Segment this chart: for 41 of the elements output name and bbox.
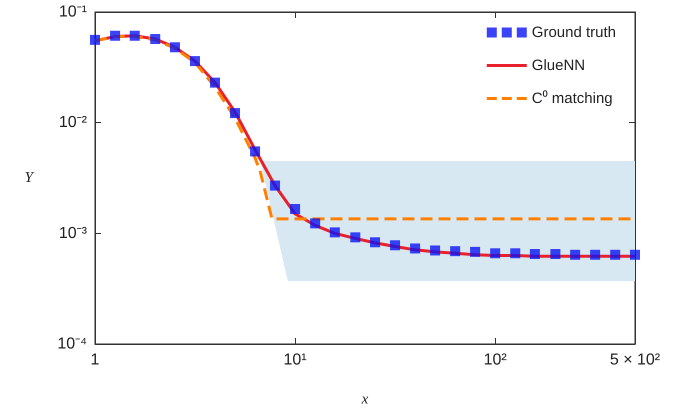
y-tick-label: 10⁻² bbox=[58, 114, 88, 132]
point bbox=[370, 237, 380, 248]
point bbox=[450, 246, 460, 256]
point bbox=[230, 108, 240, 118]
point bbox=[130, 30, 140, 41]
point bbox=[510, 248, 520, 258]
y-tick-label: 10⁻⁴ bbox=[57, 336, 88, 352]
y-axis-title: Y bbox=[24, 170, 35, 186]
point bbox=[350, 232, 360, 242]
x-tick-label: 5 × 10² bbox=[610, 352, 661, 368]
y-tick-label: 10⁻³ bbox=[58, 224, 88, 242]
point bbox=[470, 246, 480, 257]
point bbox=[210, 78, 220, 88]
point bbox=[490, 248, 500, 258]
point bbox=[310, 218, 320, 228]
point bbox=[570, 250, 580, 260]
x-tick-label: 10¹ bbox=[284, 352, 307, 368]
x-tick-label: 1 bbox=[90, 352, 100, 368]
y-tick-label: 10⁻¹ bbox=[58, 4, 87, 20]
point bbox=[290, 204, 300, 214]
point bbox=[530, 249, 540, 260]
x-tick-label: 10² bbox=[484, 352, 508, 368]
point bbox=[110, 30, 120, 41]
legend-label: C⁰ matching bbox=[532, 90, 613, 107]
point bbox=[150, 34, 160, 44]
point bbox=[550, 249, 560, 260]
legend-label: GlueNN bbox=[532, 57, 586, 74]
point bbox=[430, 245, 440, 256]
point bbox=[190, 56, 200, 66]
point bbox=[330, 227, 340, 238]
point bbox=[170, 42, 180, 52]
point bbox=[250, 146, 260, 156]
point bbox=[630, 250, 640, 260]
x-axis-title: x bbox=[360, 392, 369, 408]
point bbox=[390, 240, 400, 250]
point bbox=[90, 34, 100, 45]
point bbox=[270, 180, 280, 191]
point bbox=[410, 243, 420, 254]
legend-label: Ground truth bbox=[532, 24, 616, 41]
point bbox=[590, 250, 600, 260]
point bbox=[610, 250, 620, 260]
